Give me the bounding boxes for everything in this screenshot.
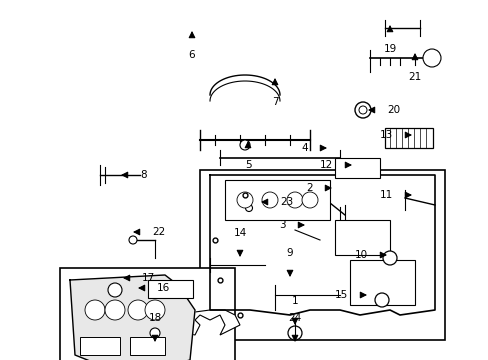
Circle shape — [245, 204, 252, 212]
Circle shape — [150, 328, 160, 338]
Circle shape — [240, 140, 249, 150]
Circle shape — [105, 300, 125, 320]
Text: 1: 1 — [291, 296, 298, 306]
Text: 23: 23 — [280, 197, 293, 207]
Text: 17: 17 — [142, 273, 155, 283]
Circle shape — [382, 251, 396, 265]
Text: 24: 24 — [288, 313, 301, 323]
Text: 15: 15 — [334, 290, 347, 300]
Circle shape — [422, 49, 440, 67]
Circle shape — [129, 236, 137, 244]
Circle shape — [302, 192, 317, 208]
Text: 21: 21 — [407, 72, 421, 82]
Bar — [224, 180, 329, 220]
Text: 7: 7 — [271, 97, 278, 107]
Circle shape — [287, 326, 302, 340]
Bar — [349, 260, 414, 305]
Text: 19: 19 — [383, 44, 396, 54]
Text: 8: 8 — [140, 170, 146, 180]
Polygon shape — [155, 310, 240, 335]
Circle shape — [358, 106, 366, 114]
Text: 20: 20 — [386, 105, 399, 115]
Bar — [200, 170, 444, 340]
Circle shape — [108, 283, 122, 297]
Circle shape — [286, 192, 303, 208]
Circle shape — [374, 293, 388, 307]
Text: 12: 12 — [319, 160, 332, 170]
Text: 6: 6 — [188, 50, 195, 60]
Circle shape — [85, 300, 105, 320]
Circle shape — [145, 300, 164, 320]
Bar — [334, 220, 389, 255]
Text: 22: 22 — [152, 227, 165, 237]
Text: 4: 4 — [301, 143, 307, 153]
Circle shape — [128, 300, 148, 320]
Text: 16: 16 — [157, 283, 170, 293]
Bar — [80, 337, 120, 355]
Bar — [130, 337, 164, 355]
Bar — [334, 158, 379, 178]
Text: 2: 2 — [306, 183, 312, 193]
Text: 13: 13 — [379, 130, 392, 140]
Circle shape — [237, 192, 252, 208]
Text: 11: 11 — [379, 190, 392, 200]
Bar — [384, 128, 432, 148]
Bar — [148, 280, 193, 298]
Text: 18: 18 — [148, 313, 162, 323]
Text: 5: 5 — [244, 160, 251, 170]
Circle shape — [262, 192, 278, 208]
Circle shape — [354, 102, 370, 118]
Bar — [60, 268, 235, 360]
Text: 14: 14 — [233, 228, 246, 238]
Polygon shape — [70, 275, 195, 360]
Text: 9: 9 — [286, 248, 293, 258]
Text: 3: 3 — [279, 220, 285, 230]
Text: 10: 10 — [354, 250, 367, 260]
